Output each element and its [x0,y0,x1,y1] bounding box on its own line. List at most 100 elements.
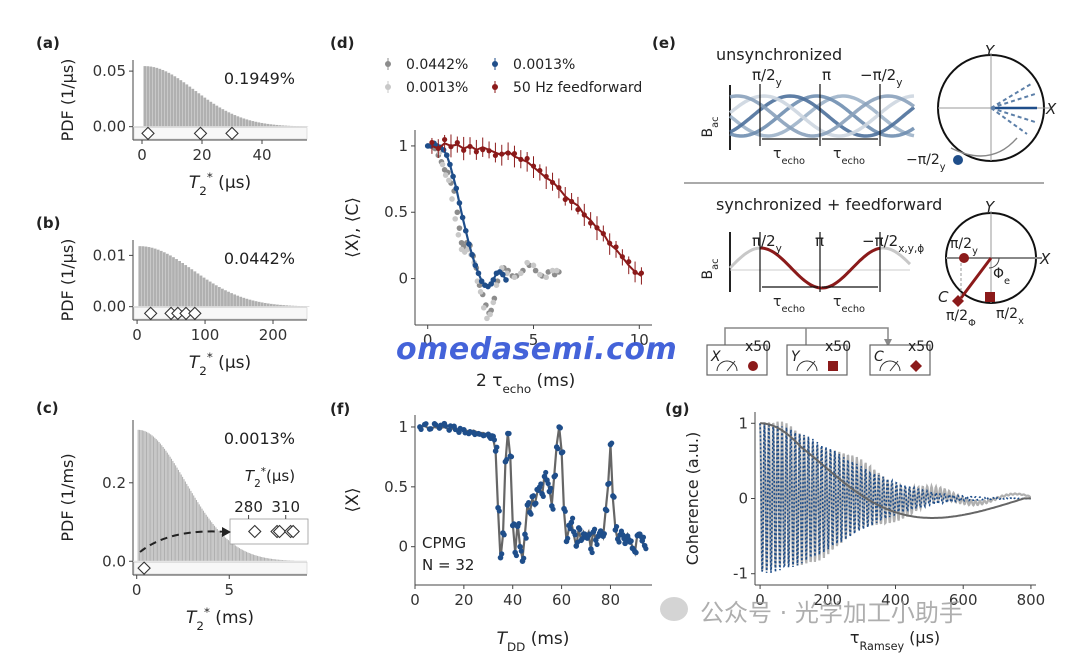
measurement-label: C [874,349,884,365]
section-title: synchronized + feedforward [716,195,942,214]
pulse-label: π [815,232,824,250]
histogram-bar [204,512,206,562]
histogram-bar [187,267,191,307]
text-part: T [497,629,509,649]
text-part: 2 [199,364,207,378]
inset-marker [286,524,300,539]
start-state-dot [953,155,963,165]
text-part: τ [773,294,781,310]
histogram-bar [153,248,157,307]
histogram-bar [140,430,142,562]
data-point [550,506,556,512]
histogram-bar [169,255,172,307]
text-part: τ [833,146,841,162]
histogram-bar [193,271,197,307]
annotation: CPMG [422,534,466,552]
dashed-arrow [139,530,229,553]
pulse-label: −π/2y [860,66,902,89]
histogram-bar [225,537,227,562]
panel-label: (a) [36,34,60,52]
histogram-bar [173,76,177,127]
inset-tick-label: 280 [234,498,263,516]
x-tick-label: 0 [137,146,147,164]
legend-label: 0.0013% [406,80,468,96]
histogram-bar [251,300,255,307]
marker-strip [133,127,308,140]
histogram-bar [165,450,167,562]
data-point [423,421,429,427]
histogram-bar [215,527,217,562]
histogram-bar [152,436,154,562]
histogram-bar [282,305,285,307]
meter-needle [889,360,899,372]
histogram-bar [247,552,249,562]
y-tick-label: 0.5 [384,203,408,221]
histogram-bar [216,529,218,562]
text-part: B [700,128,716,138]
histogram-bar [242,118,246,127]
marker-circle [748,361,758,371]
data-point [549,267,556,274]
histogram-bar [218,107,222,127]
histogram-bar [169,456,171,562]
x-tick-label: 200 [813,591,842,609]
sample-marker [193,126,208,141]
histogram-bar [257,301,261,307]
histogram-bar [227,112,231,127]
unsync-waves [728,94,916,138]
x-tick-label: 60 [552,591,571,609]
histogram-bar [248,299,252,307]
histogram-bar [245,551,248,562]
envelope-line [760,422,1031,519]
y-tick-label: 0.01 [93,246,126,264]
marker-diamond [910,360,922,372]
data-point [429,139,435,146]
percent-annotation: 0.0013% [224,429,295,448]
histogram-bar [181,262,185,307]
data-point [533,500,539,506]
text-part: echo [781,156,805,167]
x-tick-label: 5 [529,331,539,349]
dephased-arrow [990,107,1028,135]
legend-marker [492,84,498,90]
panel-label: (f) [330,400,350,418]
text-part: y [972,246,978,257]
panel-f: (f) 0 20 40 60 80 0 0.5 1 CPMG N = 32 ⟨X⟩ TDD (ms) [330,400,652,654]
histogram-bar [159,443,161,562]
histogram-bar [283,560,285,562]
histogram-bar [206,99,210,127]
data-point [456,225,463,231]
histogram-bar [182,476,184,562]
meter-arc [796,360,818,372]
data-point [562,508,568,514]
y-tick-label: 0 [398,538,408,556]
histogram-bar [208,281,212,307]
panel-label: (e) [652,34,676,52]
y-axis-title: ⟨X⟩, ⟨C⟩ [343,197,363,258]
histogram-bar [258,556,260,562]
histogram-bar [263,302,267,307]
histogram-bar [172,460,174,562]
histogram-bar [167,72,171,127]
text-part: DD [507,640,525,654]
legend-marker [492,61,498,67]
bac-label: Bac [700,117,721,138]
x-axis-title: 2 τecho (ms) [476,371,575,396]
data-point [499,551,505,557]
histogram-bar [184,481,186,562]
histogram-bar [226,538,228,562]
histogram-bar [217,287,221,307]
histogram-bar [229,541,231,562]
series-1 [427,140,560,322]
text-part: (ms) [210,608,254,628]
histogram-bar [185,84,189,127]
histogram-bars [138,246,310,307]
data-point [452,216,459,222]
histogram-bar [165,253,169,307]
histogram-bar [218,530,220,562]
histogram-bar [179,80,183,127]
histogram-bar [156,249,160,307]
text-part: ac [710,117,721,128]
sample-marker [137,561,151,575]
